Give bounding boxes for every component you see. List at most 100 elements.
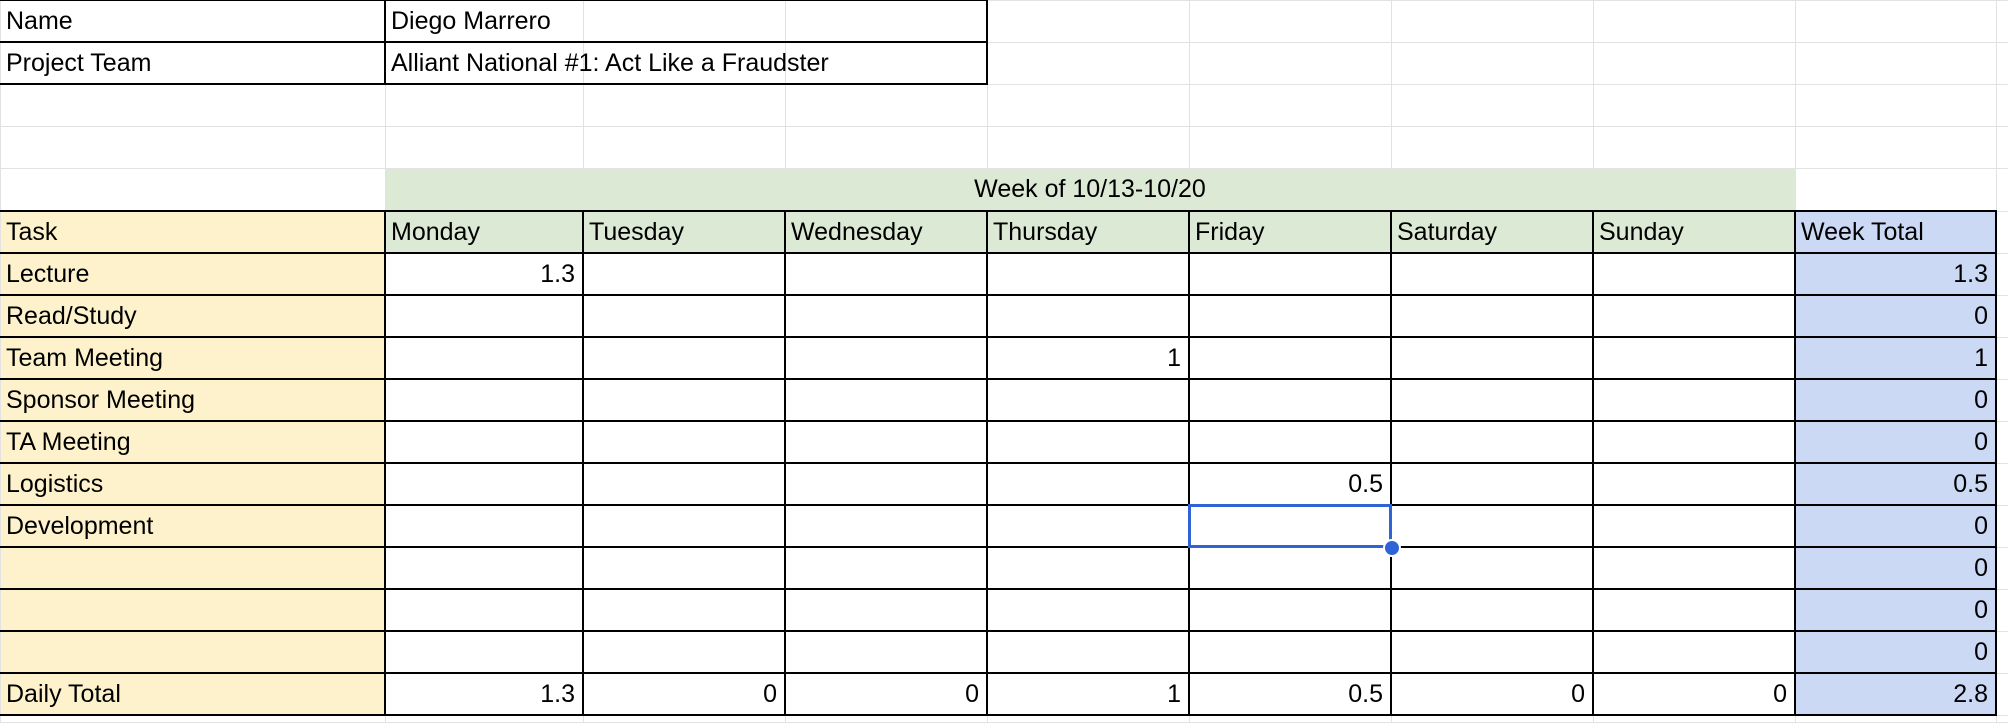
daily-total-label-cell[interactable]: Daily Total (6, 680, 121, 708)
hours-cell[interactable] (1189, 631, 1391, 673)
hours-cell[interactable] (1593, 589, 1795, 631)
hours-cell[interactable] (583, 379, 785, 421)
week-total-cell[interactable]: 0 (1974, 554, 1988, 582)
hours-cell[interactable] (583, 505, 785, 547)
fill-handle[interactable] (1383, 539, 1401, 557)
hours-cell[interactable] (1391, 463, 1593, 505)
daily-total-cell[interactable]: 0 (1571, 680, 1585, 708)
name-label-cell[interactable]: Name (6, 7, 73, 35)
week-total-cell[interactable]: 0.5 (1953, 470, 1988, 498)
task-name-cell[interactable]: Read/Study (6, 302, 137, 330)
hours-cell[interactable] (1391, 295, 1593, 337)
project-team-label-cell[interactable]: Project Team (6, 49, 152, 77)
hours-cell[interactable] (987, 253, 1189, 295)
week-total-cell[interactable]: 0 (1974, 596, 1988, 624)
hours-cell[interactable] (1189, 421, 1391, 463)
task-header-cell[interactable]: Task (6, 218, 58, 246)
task-name-cell[interactable] (0, 589, 385, 631)
hours-cell[interactable] (785, 505, 987, 547)
hours-cell[interactable] (785, 547, 987, 589)
hours-cell[interactable] (385, 421, 583, 463)
hours-cell[interactable] (785, 379, 987, 421)
task-name-cell[interactable] (0, 547, 385, 589)
day-header-saturday[interactable]: Saturday (1397, 218, 1498, 246)
week-total-cell[interactable]: 1.3 (1953, 260, 1988, 288)
week-total-cell[interactable]: 0 (1974, 302, 1988, 330)
hours-cell[interactable] (1593, 631, 1795, 673)
hours-cell[interactable] (785, 421, 987, 463)
week-total-cell[interactable]: 0 (1974, 386, 1988, 414)
hours-cell[interactable] (1189, 337, 1391, 379)
hours-cell[interactable] (1391, 253, 1593, 295)
week-total-cell[interactable]: 0 (1974, 638, 1988, 666)
hours-cell[interactable] (1391, 505, 1593, 547)
hours-cell[interactable] (1593, 421, 1795, 463)
hours-cell[interactable] (1189, 547, 1391, 589)
hours-cell[interactable] (1593, 295, 1795, 337)
hours-cell[interactable] (1391, 337, 1593, 379)
day-header-tuesday[interactable]: Tuesday (589, 218, 684, 246)
hours-cell[interactable] (1189, 295, 1391, 337)
hours-cell[interactable] (1391, 547, 1593, 589)
hours-cell[interactable] (385, 463, 583, 505)
name-value-cell[interactable]: Diego Marrero (391, 7, 551, 35)
hours-cell[interactable] (385, 505, 583, 547)
hours-cell[interactable] (385, 379, 583, 421)
hours-cell[interactable] (1593, 337, 1795, 379)
hours-cell[interactable] (385, 295, 583, 337)
daily-total-cell[interactable]: 1 (1167, 680, 1181, 708)
hours-cell[interactable] (1189, 253, 1391, 295)
hours-cell[interactable] (385, 589, 583, 631)
day-header-sunday[interactable]: Sunday (1599, 218, 1684, 246)
hours-cell[interactable] (1189, 379, 1391, 421)
day-header-wednesday[interactable]: Wednesday (791, 218, 923, 246)
hours-cell[interactable] (987, 421, 1189, 463)
active-cell-selection[interactable] (1188, 504, 1392, 548)
hours-cell[interactable] (987, 379, 1189, 421)
hours-cell[interactable] (987, 505, 1189, 547)
day-header-monday[interactable]: Monday (391, 218, 480, 246)
hours-cell[interactable]: 1.3 (540, 260, 575, 288)
day-header-friday[interactable]: Friday (1195, 218, 1265, 246)
hours-cell[interactable] (583, 589, 785, 631)
hours-cell[interactable] (1593, 253, 1795, 295)
hours-cell[interactable] (1391, 379, 1593, 421)
daily-total-cell[interactable]: 1.3 (540, 680, 575, 708)
week-total-cell[interactable]: 0 (1974, 428, 1988, 456)
hours-cell[interactable] (785, 253, 987, 295)
hours-cell[interactable] (1593, 547, 1795, 589)
hours-cell[interactable] (385, 631, 583, 673)
hours-cell[interactable] (583, 631, 785, 673)
task-name-cell[interactable]: Team Meeting (6, 344, 164, 372)
grand-total-cell[interactable]: 2.8 (1953, 680, 1988, 708)
hours-cell[interactable] (1593, 463, 1795, 505)
daily-total-cell[interactable]: 0 (763, 680, 777, 708)
daily-total-cell[interactable]: 0 (1773, 680, 1787, 708)
week-total-cell[interactable]: 1 (1974, 344, 1988, 372)
hours-cell[interactable] (1391, 589, 1593, 631)
hours-cell[interactable] (785, 463, 987, 505)
week-header-cell[interactable]: Week of 10/13-10/20 (974, 175, 1206, 203)
week-total-header-cell[interactable]: Week Total (1801, 218, 1924, 246)
hours-cell[interactable] (1391, 631, 1593, 673)
hours-cell[interactable] (1391, 421, 1593, 463)
hours-cell[interactable] (785, 295, 987, 337)
hours-cell[interactable] (987, 547, 1189, 589)
task-name-cell[interactable] (0, 631, 385, 673)
hours-cell[interactable] (1593, 379, 1795, 421)
daily-total-cell[interactable]: 0.5 (1348, 680, 1383, 708)
hours-cell[interactable] (583, 253, 785, 295)
hours-cell[interactable] (1593, 505, 1795, 547)
task-name-cell[interactable]: Logistics (6, 470, 104, 498)
hours-cell[interactable] (583, 547, 785, 589)
task-name-cell[interactable]: Lecture (6, 260, 90, 288)
daily-total-cell[interactable]: 0 (965, 680, 979, 708)
hours-cell[interactable] (583, 295, 785, 337)
task-name-cell[interactable]: Development (6, 512, 154, 540)
day-header-thursday[interactable]: Thursday (993, 218, 1098, 246)
hours-cell[interactable] (785, 337, 987, 379)
task-name-cell[interactable]: TA Meeting (6, 428, 131, 456)
project-team-value-cell[interactable]: Alliant National #1: Act Like a Fraudste… (391, 49, 829, 77)
hours-cell[interactable] (385, 547, 583, 589)
